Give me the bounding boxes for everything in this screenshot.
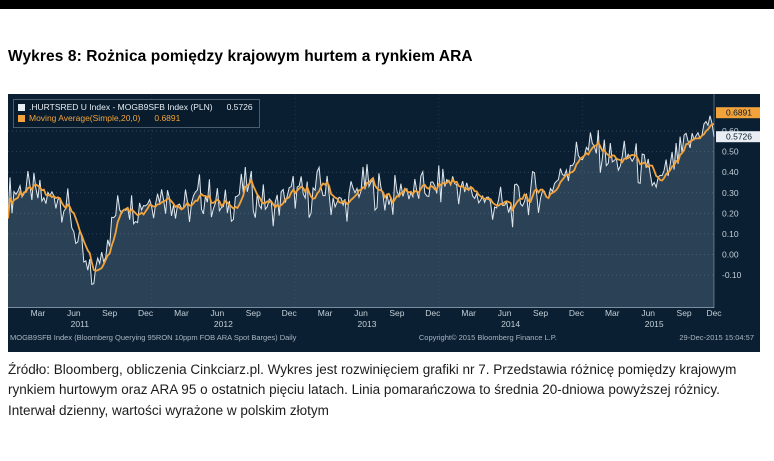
x-axis-month-label: Jun <box>210 308 225 318</box>
moving-average-label: Moving Average(Simple,20,0) <box>29 113 141 123</box>
x-axis-years: 2011 2012 2013 2014 2015 <box>8 319 714 330</box>
bloomberg-chart-panel: .HURTSRED U Index - MOGB9SFB Index (PLN)… <box>8 94 760 352</box>
chart-footer-copyright: Copyright© 2015 Bloomberg Finance L.P. <box>418 333 557 342</box>
legend-row-index: .HURTSRED U Index - MOGB9SFB Index (PLN)… <box>18 102 253 113</box>
x-axis-year-label: 2014 <box>501 319 521 329</box>
x-axis-month-label: Sep <box>389 308 405 318</box>
x-axis-month-label: Mar <box>30 308 46 318</box>
x-axis-month-label: Dec <box>138 308 154 318</box>
x-axis-months: Mar Jun Sep Dec Mar Jun Sep Dec Mar Jun Sep Dec Mar J… <box>8 308 722 319</box>
x-axis-month-label: Sep <box>245 308 261 318</box>
x-axis-month-label: Jun <box>354 308 368 318</box>
svg-text:0.10: 0.10 <box>722 229 739 239</box>
svg-text:0.00: 0.00 <box>722 250 739 260</box>
legend-row-moving-average: Moving Average(Simple,20,0) 0.6891 <box>18 113 253 124</box>
series-last-value: 0.5726 <box>226 102 253 112</box>
svg-text:0.30: 0.30 <box>722 188 739 198</box>
x-axis-month-label: Mar <box>174 308 189 318</box>
chart-footer-source: MOGB9SFB Index (Bloomberg Querying 95RON… <box>10 333 297 342</box>
chart-legend: .HURTSRED U Index - MOGB9SFB Index (PLN)… <box>13 99 260 128</box>
svg-text:0.6891: 0.6891 <box>726 108 752 118</box>
x-axis-month-label: Mar <box>604 308 620 318</box>
moving-average-last-value: 0.6891 <box>154 113 181 123</box>
x-axis-month-label: Sep <box>676 308 692 318</box>
x-axis-month-label: Dec <box>568 308 584 318</box>
svg-text:0.40: 0.40 <box>722 167 739 177</box>
x-axis-month-label: Sep <box>532 308 549 318</box>
svg-text:0.60: 0.60 <box>722 126 739 136</box>
x-axis-year-label: 2011 <box>70 319 89 329</box>
x-axis-year-label: 2012 <box>213 319 233 329</box>
x-axis-year-label: 2013 <box>357 319 377 329</box>
series-swatch-icon <box>18 104 25 111</box>
svg-text:0.20: 0.20 <box>722 208 739 218</box>
price-spread-chart: 0.60 0.50 0.40 0.30 0.20 0.10 0.00 -0.10 0.6891 0… <box>8 94 760 308</box>
caption: Źródło: Bloomberg, obliczenia Cinkciarz.… <box>8 362 737 418</box>
chart-footer-timestamp: 29-Dec-2015 15:04:57 <box>679 333 754 342</box>
x-axis-month-label: Mar <box>461 308 477 318</box>
x-axis-month-label: Jun <box>66 308 81 318</box>
chart-footer: MOGB9SFB Index (Bloomberg Querying 95RON… <box>8 330 758 342</box>
x-axis-month-label: Dec <box>706 308 722 318</box>
top-bar <box>0 0 774 9</box>
x-axis-month-label: Dec <box>425 308 441 318</box>
x-axis-year-label: 2015 <box>644 319 664 329</box>
x-axis-month-label: Jun <box>497 308 512 318</box>
x-axis-month-label: Sep <box>102 308 118 318</box>
svg-text:0.5726: 0.5726 <box>726 132 752 142</box>
series-label: .HURTSRED U Index - MOGB9SFB Index (PLN) <box>29 102 213 112</box>
x-axis-month-label: Mar <box>317 308 333 318</box>
svg-text:-0.10: -0.10 <box>722 270 742 280</box>
page-title: Wykres 8: Rożnica pomiędzy krajowym hurt… <box>8 48 473 65</box>
svg-text:0.50: 0.50 <box>722 147 739 157</box>
x-axis-month-label: Jun <box>641 308 656 318</box>
x-axis-month-label: Dec <box>281 308 297 318</box>
moving-average-swatch-icon <box>18 115 25 122</box>
